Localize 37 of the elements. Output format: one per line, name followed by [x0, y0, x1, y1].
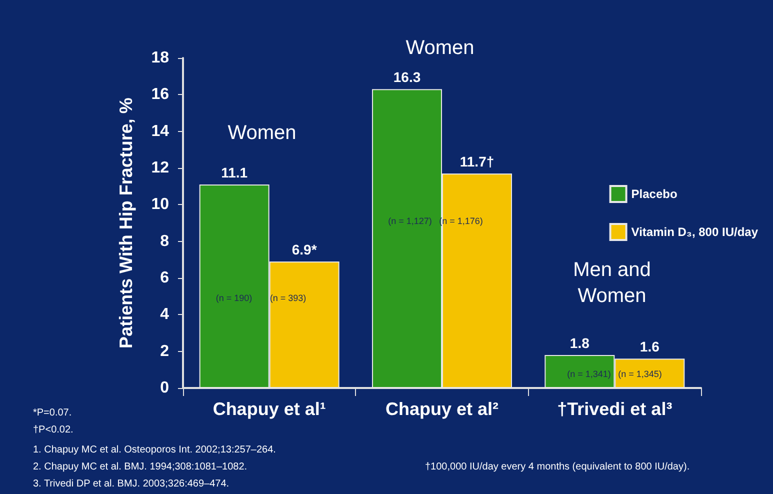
text: †100,000 IU/day every 4 months (equivalent to 800 IU/day). — [425, 462, 690, 472]
data-label: 1.6 — [640, 338, 660, 355]
y-tick-label: 10 — [151, 196, 170, 214]
data-label: 1.8 — [570, 335, 590, 351]
text: †P<0.02. — [33, 424, 74, 436]
y-tick-label: 12 — [151, 160, 170, 176]
text: 3. Trivedi DP et al. BMJ. 2003;326:469–474. — [33, 478, 230, 490]
y-axis-title: Patients With Hip Fracture, % — [116, 98, 136, 348]
text: 2. Chapuy MC et al. BMJ. 1994;308:1081–1082. — [33, 462, 248, 472]
legend-label: Placebo — [631, 187, 678, 201]
annotation: (n = 1,341) — [567, 369, 611, 379]
y-tick-label: 16 — [151, 86, 170, 104]
y-tick-label: 4 — [160, 306, 170, 324]
annotation: (n = 1,345) — [618, 369, 662, 379]
y-tick-label: 6 — [160, 270, 170, 286]
annotation: (n = 1,127) — [388, 216, 432, 226]
text: 1. Chapuy MC et al. Osteoporos Int. 2002;13:257–264. — [33, 444, 276, 456]
x-tick-label: †Trivedi et al³ — [557, 399, 672, 419]
annotation: (n = 1,176) — [439, 216, 483, 226]
y-tick-label: 0 — [160, 380, 170, 396]
annotation: (n = 393) — [270, 293, 306, 303]
x-tick-label: Chapuy et al¹ — [212, 399, 326, 419]
annotation: Women — [228, 122, 296, 144]
y-tick-label: 18 — [151, 50, 170, 66]
data-label: 11.7† — [460, 154, 494, 170]
data-label: 16.3 — [393, 69, 421, 86]
y-tick-label: 8 — [160, 232, 170, 250]
x-tick-label: Chapuy et al² — [385, 399, 499, 419]
annotation: Men and Women — [573, 259, 651, 307]
annotation: Women — [406, 37, 474, 59]
legend-label: Vitamin D₃, 800 IU/day — [631, 225, 758, 239]
y-tick-label: 2 — [160, 342, 170, 360]
data-label: 11.1 — [221, 164, 248, 180]
text: *P=0.07. — [33, 408, 72, 418]
data-label: 6.9* — [292, 242, 318, 258]
y-tick-label: 14 — [151, 122, 170, 140]
annotation: (n = 190) — [216, 293, 252, 303]
